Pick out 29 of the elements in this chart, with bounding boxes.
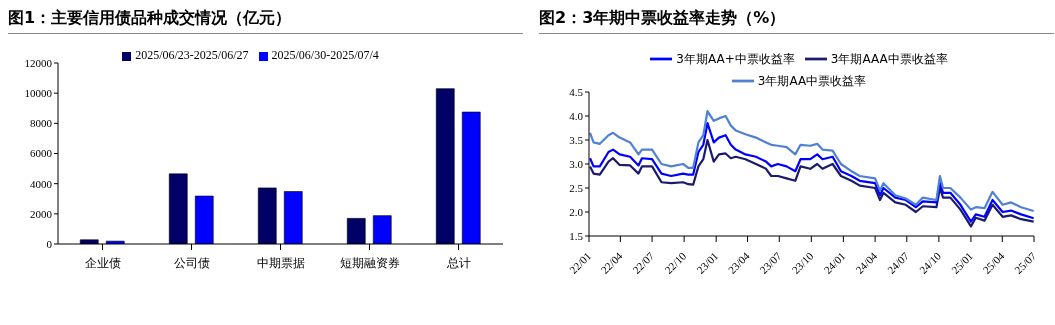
y-tick-label: 2.5 (569, 181, 584, 194)
x-tick-label: 公司债 (173, 255, 210, 270)
y-tick-label: 4000 (30, 177, 53, 190)
legend-label: 3年期AA中票收益率 (757, 73, 867, 88)
y-tick-label: 12000 (24, 56, 53, 69)
x-tick-label: 企业债 (84, 255, 121, 270)
legend-label: 3年期AA+中票收益率 (676, 51, 795, 66)
y-tick-label: 10000 (24, 87, 53, 100)
y-tick-label: 2000 (30, 207, 53, 220)
y-tick-label: 0 (46, 237, 53, 250)
line-series (589, 122, 1034, 223)
y-tick-label: 4.5 (569, 85, 584, 98)
line-series (589, 138, 1034, 228)
legend-label: 2025/06/30-2025/07/4 (271, 48, 379, 62)
y-tick-label: 2.0 (569, 205, 584, 218)
line-series (589, 110, 1034, 213)
y-tick-label: 3.0 (569, 157, 584, 170)
x-tick-label: 总计 (445, 255, 471, 270)
x-tick-label: 中期票据 (256, 255, 305, 270)
y-tick-label: 6000 (30, 147, 53, 160)
chart-title: 图2：3年期中票收益率走势（%） (539, 8, 1054, 34)
x-tick-label: 短期融资券 (339, 255, 400, 270)
legend-label: 2025/06/23-2025/06/27 (135, 48, 249, 62)
y-tick-label: 1.5 (569, 229, 584, 242)
y-tick-label: 3.5 (569, 133, 584, 146)
y-tick-label: 8000 (30, 117, 53, 130)
y-tick-label: 4.0 (569, 109, 584, 122)
legend-label: 3年期AAA中票收益率 (830, 51, 948, 66)
chart-title: 图1：主要信用债品种成交情况（亿元） (8, 8, 523, 34)
